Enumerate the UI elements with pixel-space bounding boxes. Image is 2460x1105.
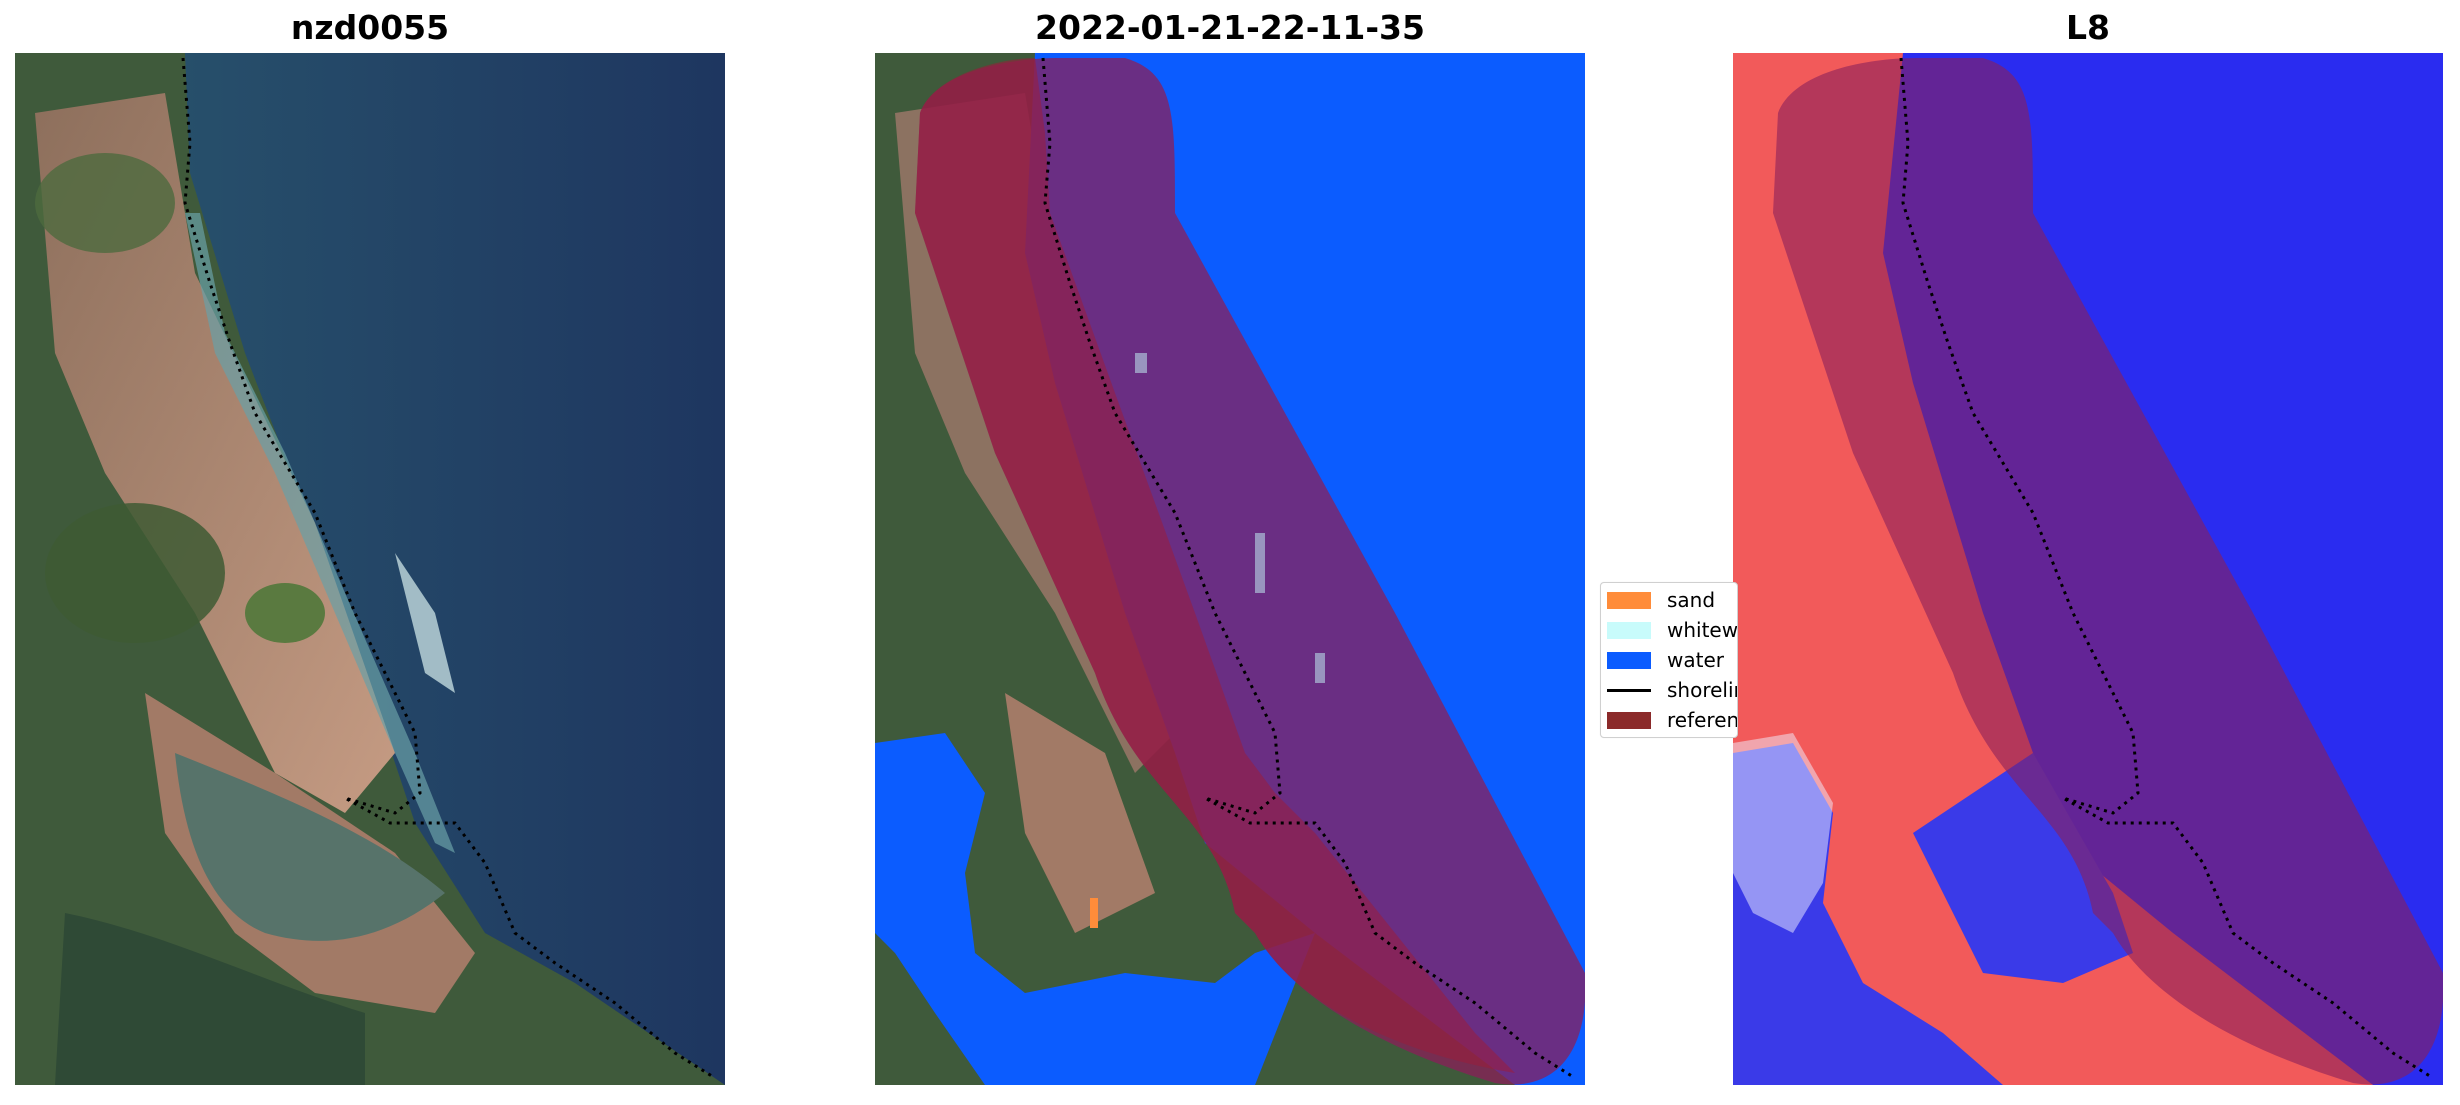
legend-item-water: water [1607,647,1724,673]
panel-title-classified: 2022-01-21-22-11-35 [1035,8,1425,47]
legend-label-shoreline: shoreline [1667,678,1737,702]
water-swatch [1607,651,1651,669]
panel-title-index: L8 [2066,8,2110,47]
legend: sand whitewater water shoreline referenc… [1600,582,1738,738]
rgb-image-panel [15,53,725,1085]
rgb-image [15,53,725,1085]
legend-item-sand: sand [1607,587,1715,613]
legend-label-whitewater: whitewater [1667,618,1738,642]
shoreline-line-swatch [1607,688,1651,692]
legend-label-water: water [1667,648,1724,672]
index-image-panel [1733,53,2443,1085]
legend-item-reference-buffer: reference shoreline buffer [1607,707,1738,733]
classified-image-panel [875,53,1585,1085]
reference-buffer-swatch [1607,711,1651,729]
index-image [1733,53,2443,1085]
legend-label-sand: sand [1667,588,1716,612]
classified-image [875,53,1585,1085]
sand-swatch [1607,591,1651,609]
legend-label-reference-buffer: reference shoreline buffer [1667,708,1738,732]
legend-item-whitewater: whitewater [1607,617,1738,643]
legend-item-shoreline: shoreline [1607,677,1737,703]
panel-title-rgb: nzd0055 [290,8,450,47]
whitewater-swatch [1607,621,1651,639]
